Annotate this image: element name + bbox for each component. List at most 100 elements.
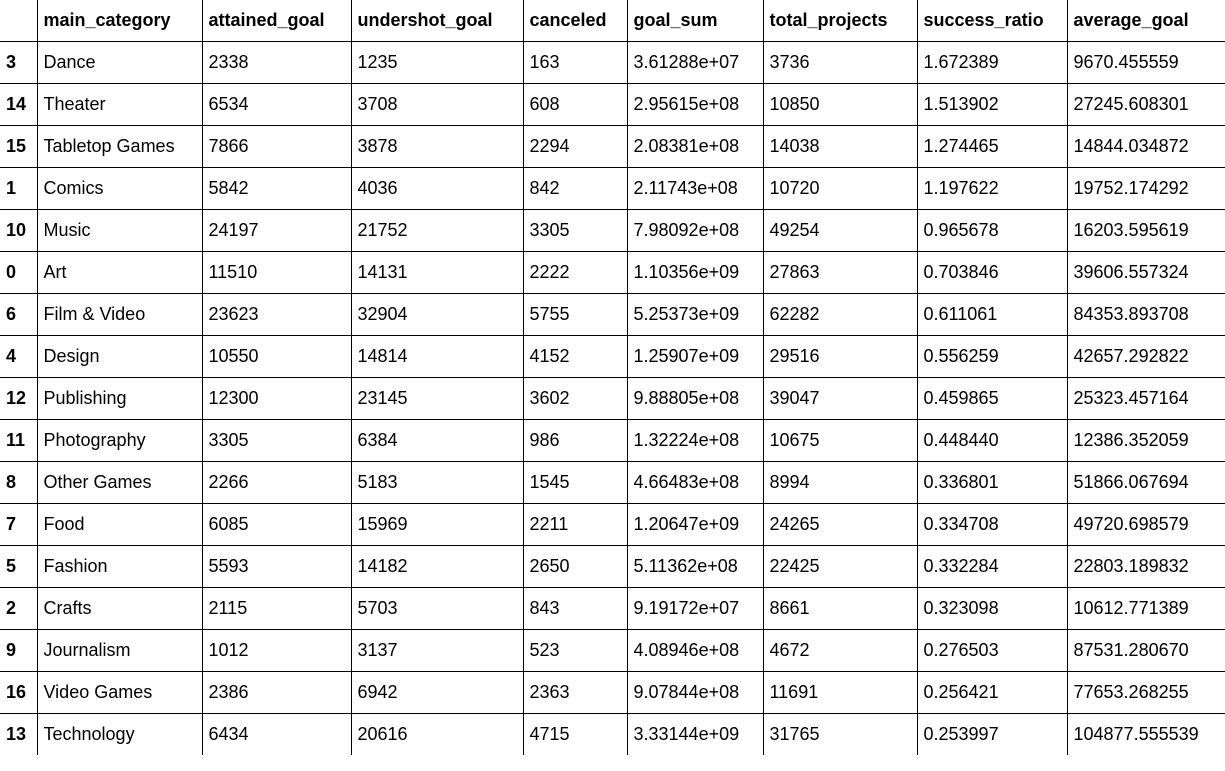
column-header: total_projects xyxy=(762,0,918,42)
table-cell: Photography xyxy=(36,418,203,462)
table-cell: 4.66483e+08 xyxy=(626,460,764,504)
table-cell: 6085 xyxy=(201,502,352,546)
table-cell: 1.10356e+09 xyxy=(626,250,764,294)
column-header: average_goal xyxy=(1066,0,1225,42)
table-cell: 77653.268255 xyxy=(1066,670,1225,714)
table-cell: 3305 xyxy=(522,208,628,252)
table-cell: 2115 xyxy=(201,586,352,630)
table-cell: 0.334708 xyxy=(916,502,1068,546)
table-cell: 0.256421 xyxy=(916,670,1068,714)
table-cell: 1.197622 xyxy=(916,166,1068,210)
table-cell: Comics xyxy=(36,166,203,210)
column-header: main_category xyxy=(36,0,203,42)
table-cell: 6534 xyxy=(201,82,352,126)
table-cell: 27863 xyxy=(762,250,918,294)
table-cell: 9.07844e+08 xyxy=(626,670,764,714)
table-cell: Fashion xyxy=(36,544,203,588)
dataframe-table: main_category attained_goal undershot_go… xyxy=(0,0,1225,755)
table-cell: 14814 xyxy=(350,334,524,378)
table-cell: 5842 xyxy=(201,166,352,210)
table-cell: 0.703846 xyxy=(916,250,1068,294)
table-cell: 6384 xyxy=(350,418,524,462)
table-cell: 3878 xyxy=(350,124,524,168)
table-cell: 10720 xyxy=(762,166,918,210)
table-cell: Journalism xyxy=(36,628,203,672)
table-cell: 2.11743e+08 xyxy=(626,166,764,210)
table-cell: Theater xyxy=(36,82,203,126)
table-row: 0 Art 11510 14131 2222 1.10356e+09 27863 0.7038… xyxy=(0,250,1225,294)
table-cell: 14182 xyxy=(350,544,524,588)
table-cell: Art xyxy=(36,250,203,294)
table-cell: 9.19172e+07 xyxy=(626,586,764,630)
table-cell: 4.08946e+08 xyxy=(626,628,764,672)
table-cell: 10612.771389 xyxy=(1066,586,1225,630)
table-cell: 0.448440 xyxy=(916,418,1068,462)
table-cell: 49720.698579 xyxy=(1066,502,1225,546)
table-cell: 14844.034872 xyxy=(1066,124,1225,168)
table-cell: 2650 xyxy=(522,544,628,588)
table-row: 7 Food 6085 15969 2211 1.20647e+09 24265 0.3347… xyxy=(0,502,1225,546)
table-cell: 24197 xyxy=(201,208,352,252)
table-row: 1 Comics 5842 4036 842 2.11743e+08 10720 1.1976… xyxy=(0,166,1225,210)
table-cell: 3736 xyxy=(762,40,918,84)
table-cell: 14131 xyxy=(350,250,524,294)
table-cell: 2.95615e+08 xyxy=(626,82,764,126)
table-cell: 24265 xyxy=(762,502,918,546)
table-cell: 14038 xyxy=(762,124,918,168)
table-cell: 0.276503 xyxy=(916,628,1068,672)
table-cell: 32904 xyxy=(350,292,524,336)
table-row: 15 Tabletop Games 7866 3878 2294 2.08381e+08 1… xyxy=(0,124,1225,168)
table-cell: 7866 xyxy=(201,124,352,168)
row-index: 11 xyxy=(0,418,38,462)
table-cell: Tabletop Games xyxy=(36,124,203,168)
table-cell: 0.253997 xyxy=(916,712,1068,755)
table-cell: Publishing xyxy=(36,376,203,420)
table-cell: 22803.189832 xyxy=(1066,544,1225,588)
column-header: goal_sum xyxy=(626,0,764,42)
row-index: 10 xyxy=(0,208,38,252)
table-cell: 11510 xyxy=(201,250,352,294)
table-cell: Dance xyxy=(36,40,203,84)
table-cell: 523 xyxy=(522,628,628,672)
table-cell: 1235 xyxy=(350,40,524,84)
table-cell: 0.556259 xyxy=(916,334,1068,378)
table-cell: 6942 xyxy=(350,670,524,714)
table-row: 14 Theater 6534 3708 608 2.95615e+08 10850 1.51… xyxy=(0,82,1225,126)
table-cell: 0.323098 xyxy=(916,586,1068,630)
table-cell: Music xyxy=(36,208,203,252)
table-cell: 49254 xyxy=(762,208,918,252)
table-cell: 104877.555539 xyxy=(1066,712,1225,755)
row-index: 6 xyxy=(0,292,38,336)
table-cell: 22425 xyxy=(762,544,918,588)
table-cell: 0.336801 xyxy=(916,460,1068,504)
table-cell: 5.25373e+09 xyxy=(626,292,764,336)
row-index: 3 xyxy=(0,40,38,84)
table-cell: 5.11362e+08 xyxy=(626,544,764,588)
table-cell: 10850 xyxy=(762,82,918,126)
table-cell: 87531.280670 xyxy=(1066,628,1225,672)
table-cell: 23623 xyxy=(201,292,352,336)
column-header: attained_goal xyxy=(201,0,352,42)
table-cell: 39606.557324 xyxy=(1066,250,1225,294)
row-index: 0 xyxy=(0,250,38,294)
table-cell: 4036 xyxy=(350,166,524,210)
table-cell: 15969 xyxy=(350,502,524,546)
table-cell: 3137 xyxy=(350,628,524,672)
table-cell: 1012 xyxy=(201,628,352,672)
table-cell: 2.08381e+08 xyxy=(626,124,764,168)
table-cell: Film & Video xyxy=(36,292,203,336)
table-cell: 84353.893708 xyxy=(1066,292,1225,336)
table-cell: 5755 xyxy=(522,292,628,336)
table-cell: 843 xyxy=(522,586,628,630)
table-cell: 27245.608301 xyxy=(1066,82,1225,126)
table-row: 10 Music 24197 21752 3305 7.98092e+08 49254 0.9… xyxy=(0,208,1225,252)
table-cell: 8994 xyxy=(762,460,918,504)
table-cell: 2386 xyxy=(201,670,352,714)
table-cell: 2363 xyxy=(522,670,628,714)
table-row: 4 Design 10550 14814 4152 1.25907e+09 29516 0.5… xyxy=(0,334,1225,378)
table-cell: 0.459865 xyxy=(916,376,1068,420)
table-cell: Design xyxy=(36,334,203,378)
table-row: 5 Fashion 5593 14182 2650 5.11362e+08 22425 0.3… xyxy=(0,544,1225,588)
table-cell: 2222 xyxy=(522,250,628,294)
table-cell: 20616 xyxy=(350,712,524,755)
